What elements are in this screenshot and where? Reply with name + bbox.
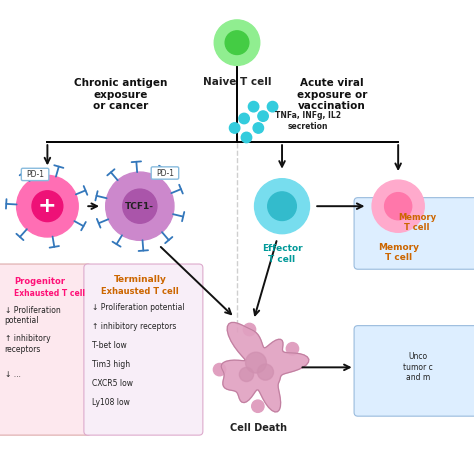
- Text: Progenitor: Progenitor: [14, 277, 65, 286]
- Circle shape: [252, 400, 264, 412]
- Circle shape: [268, 192, 296, 220]
- FancyBboxPatch shape: [84, 264, 203, 435]
- Text: ↑ inhibitory receptors: ↑ inhibitory receptors: [92, 322, 177, 331]
- Text: Cell Death: Cell Death: [230, 423, 287, 433]
- Circle shape: [241, 132, 252, 143]
- Text: ↓ Proliferation potential: ↓ Proliferation potential: [92, 303, 185, 312]
- FancyBboxPatch shape: [354, 326, 474, 416]
- Text: +: +: [38, 196, 57, 216]
- Circle shape: [239, 367, 254, 382]
- Circle shape: [255, 179, 310, 234]
- Text: Ly108 low: Ly108 low: [92, 398, 130, 407]
- Circle shape: [253, 123, 264, 133]
- Text: PD-1: PD-1: [26, 170, 44, 179]
- Text: T-bet low: T-bet low: [92, 341, 127, 350]
- Circle shape: [106, 172, 174, 240]
- Circle shape: [258, 111, 268, 121]
- Circle shape: [17, 175, 78, 237]
- Circle shape: [229, 123, 240, 133]
- FancyBboxPatch shape: [354, 198, 474, 269]
- FancyBboxPatch shape: [0, 264, 91, 435]
- Text: PD-1: PD-1: [156, 169, 174, 177]
- Text: ↓ ...: ↓ ...: [5, 370, 20, 379]
- Text: TNFa, INFg, IL2
secretion: TNFa, INFg, IL2 secretion: [275, 111, 341, 130]
- Text: Chronic antigen
exposure
or cancer: Chronic antigen exposure or cancer: [74, 78, 167, 111]
- Circle shape: [243, 323, 255, 336]
- Circle shape: [248, 101, 259, 112]
- Text: receptors: receptors: [5, 345, 41, 354]
- Text: Exhausted T cell: Exhausted T cell: [14, 289, 85, 298]
- Text: TCF1-: TCF1-: [125, 202, 155, 210]
- Text: ↑ inhibitory: ↑ inhibitory: [5, 334, 50, 343]
- Text: CXCR5 low: CXCR5 low: [92, 379, 133, 388]
- Text: potential: potential: [5, 316, 39, 325]
- Text: Naive T cell: Naive T cell: [203, 77, 271, 87]
- Text: Effector
T cell: Effector T cell: [262, 244, 302, 264]
- Text: Unco
tumor c
and m: Unco tumor c and m: [403, 353, 433, 382]
- Text: Memory
T cell: Memory T cell: [398, 213, 436, 232]
- Text: Terminally: Terminally: [113, 275, 166, 284]
- Circle shape: [257, 364, 273, 380]
- Circle shape: [225, 31, 249, 55]
- Circle shape: [246, 352, 266, 373]
- Circle shape: [384, 192, 412, 220]
- Text: Exhausted T cell: Exhausted T cell: [101, 287, 179, 296]
- Circle shape: [213, 364, 226, 376]
- Polygon shape: [221, 322, 309, 412]
- FancyBboxPatch shape: [151, 167, 179, 179]
- Circle shape: [214, 20, 260, 65]
- Text: Acute viral
exposure or
vaccination: Acute viral exposure or vaccination: [297, 78, 367, 111]
- FancyBboxPatch shape: [21, 168, 49, 181]
- Circle shape: [267, 101, 278, 112]
- Circle shape: [123, 189, 157, 223]
- Circle shape: [239, 113, 249, 124]
- Text: Tim3 high: Tim3 high: [92, 360, 130, 369]
- Text: Memory
T cell: Memory T cell: [378, 243, 419, 262]
- Circle shape: [372, 180, 424, 232]
- Text: ↓ Proliferation: ↓ Proliferation: [5, 306, 61, 315]
- Circle shape: [32, 191, 63, 222]
- Circle shape: [286, 343, 299, 355]
